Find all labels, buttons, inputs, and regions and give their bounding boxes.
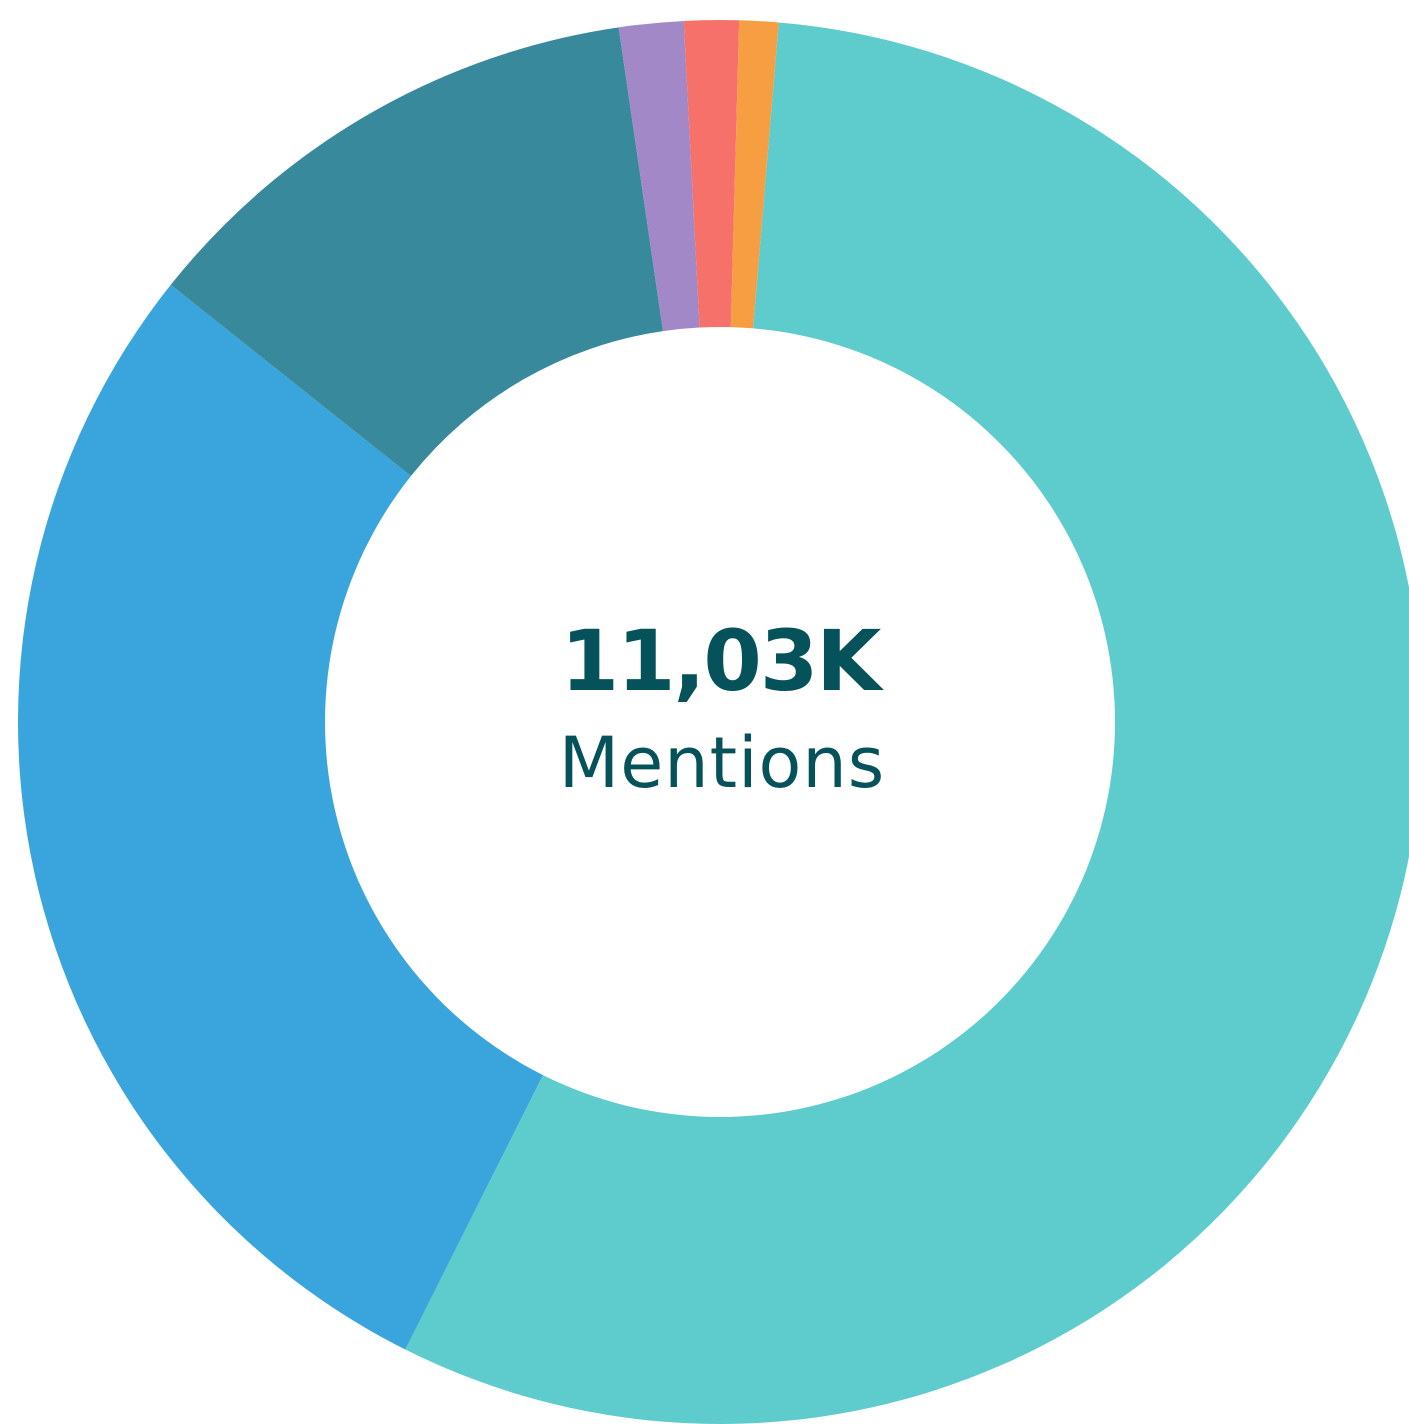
center-label: Mentions [559,722,885,804]
donut-slice-2 [18,285,543,1350]
center-total-value: 11,03K [561,612,885,710]
